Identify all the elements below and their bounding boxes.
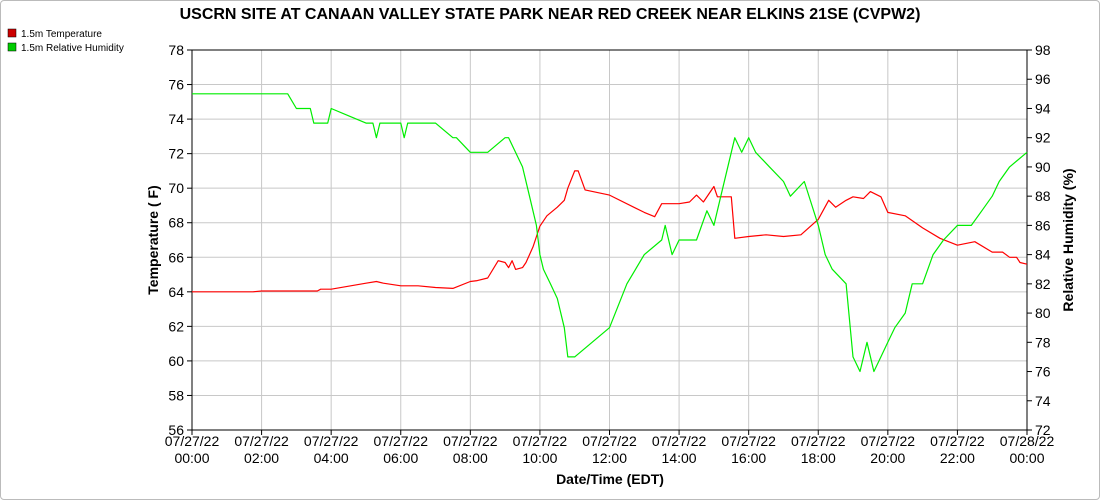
right-tick-label: 90 — [1035, 159, 1051, 175]
x-tick-time: 18:00 — [801, 450, 836, 466]
x-tick-date: 07/27/22 — [861, 433, 916, 449]
right-tick-label: 76 — [1035, 364, 1051, 380]
x-tick-time: 02:00 — [244, 450, 279, 466]
left-axis: 56 58 60 62 64 66 68 70 72 74 76 78 — [168, 42, 192, 438]
right-tick-label: 96 — [1035, 71, 1051, 87]
x-tick-date: 07/27/22 — [234, 433, 289, 449]
x-tick-time: 10:00 — [522, 450, 557, 466]
humidity-line — [192, 93, 1028, 373]
x-tick-time: 14:00 — [662, 450, 697, 466]
x-tick-time: 08:00 — [453, 450, 488, 466]
right-tick-label: 86 — [1035, 217, 1051, 233]
x-tick-date: 07/27/22 — [513, 433, 568, 449]
x-tick-time: 04:00 — [314, 450, 349, 466]
x-tick-time: 16:00 — [731, 450, 766, 466]
right-tick-label: 94 — [1035, 100, 1051, 116]
right-tick-label: 72 — [1035, 422, 1051, 438]
left-tick-label: 74 — [168, 111, 184, 127]
x-tick-date: 07/27/22 — [652, 433, 707, 449]
x-tick-date: 07/27/22 — [304, 433, 359, 449]
right-tick-label: 98 — [1035, 42, 1051, 58]
temperature-line — [192, 170, 1028, 293]
legend: 1.5m Temperature 1.5m Relative Humidity — [7, 28, 124, 54]
x-tick-time: 06:00 — [383, 450, 418, 466]
right-tick-label: 78 — [1035, 334, 1051, 350]
left-tick-label: 62 — [168, 318, 184, 334]
x-tick-time: 12:00 — [592, 450, 627, 466]
legend-label-humidity: 1.5m Relative Humidity — [21, 43, 124, 54]
right-tick-label: 92 — [1035, 130, 1051, 146]
legend-swatch-humidity — [7, 42, 17, 52]
left-tick-label: 60 — [168, 353, 184, 369]
right-axis-title: Relative Humidity (%) — [1060, 168, 1076, 311]
x-tick-time: 00:00 — [174, 450, 209, 466]
right-tick-label: 80 — [1035, 305, 1051, 321]
left-tick-label: 68 — [168, 215, 184, 231]
grid — [192, 50, 1027, 430]
chart-title: USCRN SITE AT CANAAN VALLEY STATE PARK N… — [180, 6, 921, 23]
right-tick-label: 82 — [1035, 276, 1051, 292]
x-tick-time: 00:00 — [1009, 450, 1044, 466]
x-tick-date: 07/27/22 — [165, 433, 220, 449]
x-tick-time: 20:00 — [870, 450, 905, 466]
left-tick-label: 64 — [168, 284, 184, 300]
legend-label-temperature: 1.5m Temperature — [21, 29, 102, 40]
x-tick-date: 07/27/22 — [582, 433, 637, 449]
left-axis-title: Temperature ( F) — [145, 185, 161, 294]
left-tick-label: 56 — [168, 422, 184, 438]
right-tick-label: 74 — [1035, 393, 1051, 409]
left-tick-label: 58 — [168, 387, 184, 403]
left-tick-label: 76 — [168, 77, 184, 93]
x-tick-date: 07/27/22 — [791, 433, 846, 449]
left-tick-label: 72 — [168, 146, 184, 162]
x-axis-title: Date/Time (EDT) — [556, 471, 664, 487]
x-axis: 07/27/2200:0007/27/2202:0007/27/2204:000… — [165, 430, 1055, 466]
left-tick-label: 78 — [168, 42, 184, 58]
legend-swatch-temperature — [7, 28, 17, 38]
left-tick-label: 66 — [168, 249, 184, 265]
left-tick-label: 70 — [168, 180, 184, 196]
x-tick-date: 07/27/22 — [721, 433, 776, 449]
x-tick-date: 07/27/22 — [443, 433, 498, 449]
x-tick-date: 07/28/22 — [1000, 433, 1055, 449]
right-axis: 72 74 76 78 80 82 84 86 88 90 92 94 96 98 — [1027, 42, 1051, 438]
right-tick-label: 88 — [1035, 188, 1051, 204]
series-layer — [192, 93, 1028, 373]
x-tick-date: 07/27/22 — [930, 433, 985, 449]
right-tick-label: 84 — [1035, 247, 1051, 263]
x-tick-date: 07/27/22 — [374, 433, 429, 449]
x-tick-time: 22:00 — [940, 450, 975, 466]
